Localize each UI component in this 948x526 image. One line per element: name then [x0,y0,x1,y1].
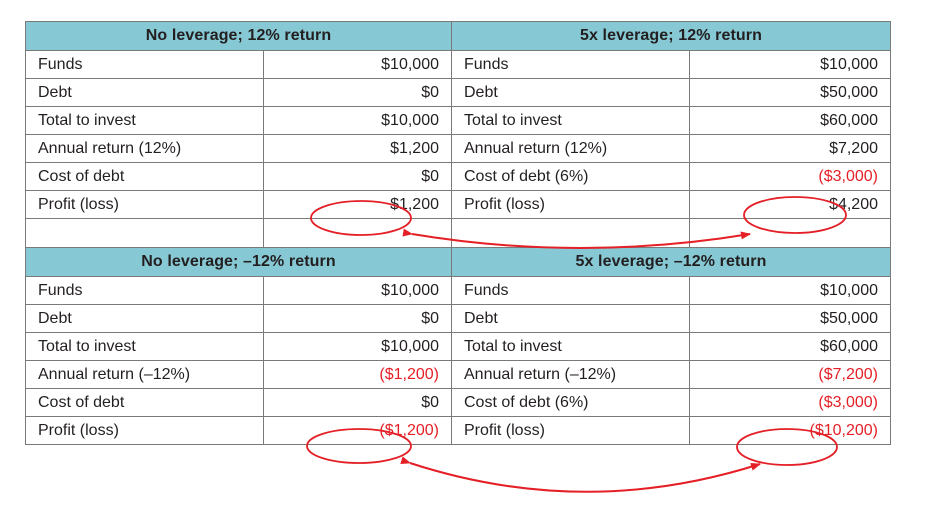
row-value: ($7,200) [689,360,891,389]
table-row: Total to invest $10,000 Total to invest $60… [25,332,891,361]
row-label: Cost of debt [25,162,264,191]
row-value: ($10,200) [689,416,891,445]
table-row: Total to invest $10,000 Total to invest $60… [25,106,891,135]
leverage-comparison-table: No leverage; 12% return 5x leverage; 12% … [25,21,891,445]
table-row: Annual return (–12%) ($1,200) Annual retur… [25,360,891,389]
empty-cell [263,218,452,248]
row-value: $0 [263,304,452,333]
row-label: Debt [451,304,690,333]
row-value: $50,000 [689,78,891,107]
row-value: $4,200 [689,190,891,219]
row-value: $1,200 [263,190,452,219]
row-value: $60,000 [689,332,891,361]
comparison-arrow-bottom [400,456,761,493]
table-row: Cost of debt $0 Cost of debt (6%) ($3,000) [25,388,891,417]
row-label: Annual return (–12%) [451,360,690,389]
row-label: Funds [25,50,264,79]
empty-cell [25,218,264,248]
row-value: $60,000 [689,106,891,135]
empty-cell [689,218,891,248]
table-row: Cost of debt $0 Cost of debt (6%) ($3,000) [25,162,891,191]
spacer-row [25,218,891,248]
row-label: Profit (loss) [25,416,264,445]
row-label: Cost of debt [25,388,264,417]
row-value: ($3,000) [689,388,891,417]
row-value: $10,000 [689,50,891,79]
bottom-right-title: 5x leverage; –12% return [451,247,891,277]
row-value: ($1,200) [263,360,452,389]
row-label: Funds [451,276,690,305]
row-label: Profit (loss) [451,416,690,445]
bottom-left-title: No leverage; –12% return [25,247,452,277]
table-row: Profit (loss) ($1,200) Profit (loss) ($10,2… [25,416,891,445]
row-label: Cost of debt (6%) [451,162,690,191]
row-value: $7,200 [689,134,891,163]
table-row: Annual return (12%) $1,200 Annual return (… [25,134,891,163]
row-value: $0 [263,78,452,107]
row-label: Total to invest [25,332,264,361]
top-header-row: No leverage; 12% return 5x leverage; 12% … [25,21,891,51]
empty-cell [451,218,690,248]
bottom-header-row: No leverage; –12% return 5x leverage; –12… [25,247,891,277]
row-label: Funds [25,276,264,305]
row-value: $10,000 [263,50,452,79]
row-value: ($1,200) [263,416,452,445]
row-value: $0 [263,388,452,417]
row-label: Debt [451,78,690,107]
row-label: Total to invest [25,106,264,135]
row-label: Cost of debt (6%) [451,388,690,417]
row-label: Debt [25,78,264,107]
row-value: ($3,000) [689,162,891,191]
row-label: Profit (loss) [25,190,264,219]
top-left-title: No leverage; 12% return [25,21,452,51]
row-value: $10,000 [689,276,891,305]
row-value: $50,000 [689,304,891,333]
row-label: Annual return (–12%) [25,360,264,389]
row-label: Annual return (12%) [451,134,690,163]
row-value: $0 [263,162,452,191]
row-label: Annual return (12%) [25,134,264,163]
row-label: Debt [25,304,264,333]
row-label: Total to invest [451,106,690,135]
table-row: Debt $0 Debt $50,000 [25,304,891,333]
table-row: Funds $10,000 Funds $10,000 [25,50,891,79]
row-label: Total to invest [451,332,690,361]
row-value: $10,000 [263,276,452,305]
table-body: No leverage; 12% return 5x leverage; 12% … [25,21,891,445]
row-label: Profit (loss) [451,190,690,219]
row-value: $1,200 [263,134,452,163]
table-row: Profit (loss) $1,200 Profit (loss) $4,200 [25,190,891,219]
table-row: Debt $0 Debt $50,000 [25,78,891,107]
top-right-title: 5x leverage; 12% return [451,21,891,51]
row-value: $10,000 [263,106,452,135]
table-row: Funds $10,000 Funds $10,000 [25,276,891,305]
row-label: Funds [451,50,690,79]
row-value: $10,000 [263,332,452,361]
